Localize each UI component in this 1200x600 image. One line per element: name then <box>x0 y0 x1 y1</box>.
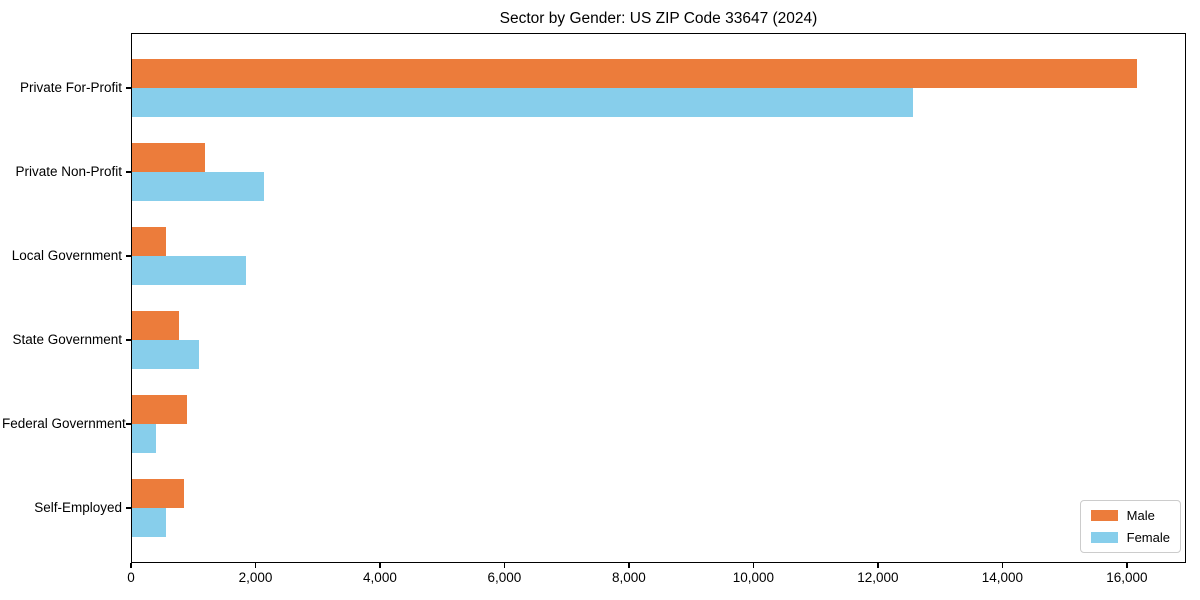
x-tick-label: 14,000 <box>981 570 1024 585</box>
bar-female-4 <box>132 423 157 453</box>
y-tick-mark <box>126 87 131 89</box>
x-tick-mark <box>1126 563 1128 568</box>
plot-area: Male Female <box>131 33 1186 563</box>
y-tick-label: State Government <box>12 332 122 347</box>
male-series-swatch <box>1090 510 1118 521</box>
x-tick-mark <box>379 563 381 568</box>
bar-male-3 <box>132 310 180 340</box>
x-tick-label: 8,000 <box>612 570 646 585</box>
x-tick-mark <box>1001 563 1004 568</box>
x-tick-label: 4,000 <box>363 570 397 585</box>
bar-female-1 <box>132 171 264 201</box>
x-tick-label: 10,000 <box>732 570 775 585</box>
x-tick-label: 0 <box>127 570 135 585</box>
y-tick-label: Federal Government <box>2 416 126 431</box>
chart-title: Sector by Gender: US ZIP Code 33647 (202… <box>499 10 818 27</box>
legend: Male Female <box>1079 500 1181 553</box>
bar-female-2 <box>132 255 246 285</box>
bar-female-0 <box>132 87 914 117</box>
x-tick-mark <box>628 563 630 568</box>
bar-male-2 <box>132 226 167 256</box>
x-tick-label: 12,000 <box>857 570 899 585</box>
x-tick-mark <box>254 563 257 568</box>
y-tick-mark <box>126 171 131 173</box>
legend-item-male: Male <box>1090 508 1170 523</box>
female-series-swatch <box>1090 532 1118 543</box>
x-tick-label: 6,000 <box>487 570 522 585</box>
y-tick-label: Local Government <box>11 248 122 263</box>
y-tick-mark <box>126 507 131 509</box>
x-tick-label: 2,000 <box>238 570 273 585</box>
bar-male-4 <box>132 394 187 424</box>
bar-female-5 <box>132 507 166 537</box>
legend-item-female: Female <box>1090 530 1170 545</box>
x-tick-mark <box>877 563 879 568</box>
x-tick-mark <box>503 563 506 568</box>
x-tick-mark <box>130 563 132 568</box>
y-tick-mark <box>126 339 131 341</box>
bar-male-0 <box>132 58 1138 88</box>
bar-female-3 <box>132 339 199 369</box>
y-tick-mark <box>126 423 131 425</box>
legend-label-female: Female <box>1126 530 1170 545</box>
y-tick-label: Private For-Profit <box>19 80 122 95</box>
y-tick-label: Private Non-Profit <box>15 164 122 179</box>
x-tick-mark <box>752 563 755 568</box>
y-tick-mark <box>126 255 131 257</box>
bar-male-5 <box>132 478 184 508</box>
bar-male-1 <box>132 142 205 172</box>
legend-label-male: Male <box>1126 508 1155 523</box>
x-tick-label: 16,000 <box>1106 570 1148 585</box>
y-tick-label: Self-Employed <box>34 500 122 515</box>
